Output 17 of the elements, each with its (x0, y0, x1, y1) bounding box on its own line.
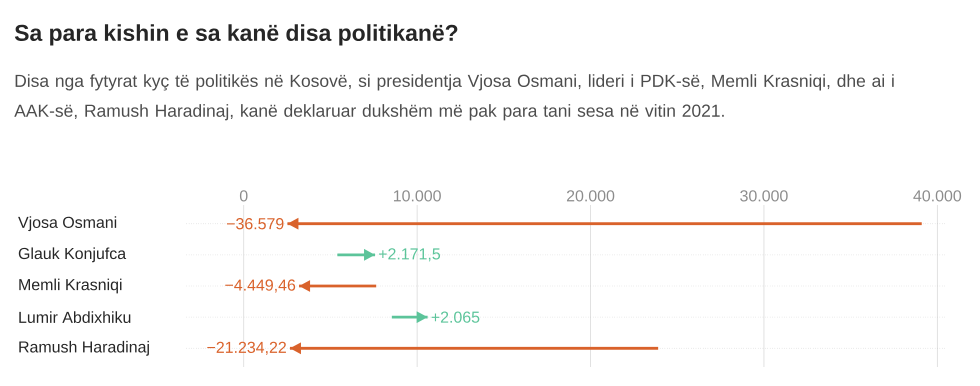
x-tick-label: 40.000 (913, 190, 962, 202)
data-label: +2.065 (432, 312, 480, 323)
chart-subtitle: Disa nga fytyrat kyç të politikës në Kosovë, si presidentja Vjosa Osmani, lideri i PDK-së, Memli Krasniqi, dhe ai i AAK-së, Ramush Haradinaj, kanë deklaruar dukshëm më pak para tani sesa në vitin 2021. (14, 74, 894, 120)
x-tick-label: 30.000 (740, 190, 788, 202)
y-tick-label: Ramush Haradinaj (19, 340, 149, 356)
data-label: −36.579 (226, 218, 284, 230)
x-tick-label: 10.000 (394, 190, 441, 202)
data-label: +2.171,5 (379, 248, 440, 262)
y-tick-label: Glauk Konjufca (18, 247, 126, 262)
x-tick-label: 20.000 (566, 190, 614, 202)
x-tick-label: 0 (240, 190, 248, 202)
chart-title: Sa para kishin e sa kanë disa politikanë? (14, 24, 458, 46)
y-tick-label: Vjosa Osmani (18, 216, 116, 232)
data-label: −21.234,22 (207, 342, 286, 355)
data-label: −4.449,46 (225, 279, 296, 293)
y-tick-label: Lumir Abdixhiku (19, 311, 130, 324)
y-tick-label: Memli Krasniqi (19, 278, 122, 294)
